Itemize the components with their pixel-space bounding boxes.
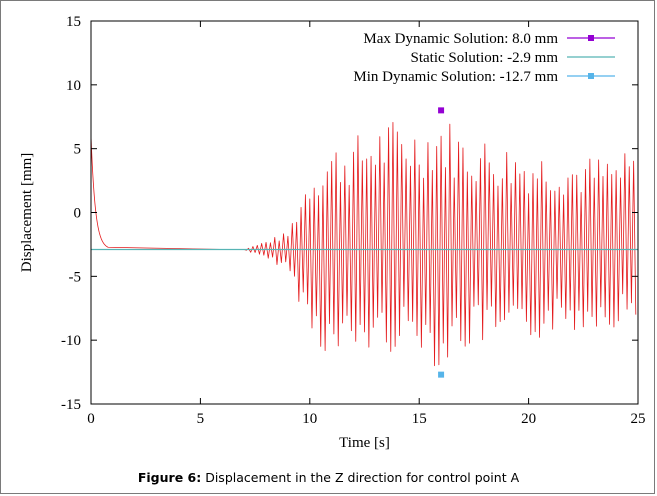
x-tick-label: 5 [197, 411, 205, 427]
y-tick-label: -15 [61, 397, 81, 413]
max-dynamic-point [438, 107, 445, 114]
figure-caption-label: Figure 6: [137, 470, 202, 485]
figure-caption: Figure 6: Displacement in the Z directio… [0, 470, 657, 485]
y-tick-label: 0 [74, 206, 82, 222]
legend-entry-label: Max Dynamic Solution: 8.0 mm [363, 31, 558, 47]
x-tick-label: 25 [631, 411, 646, 427]
x-tick-label: 10 [302, 411, 317, 427]
x-tick-label: 20 [521, 411, 536, 427]
legend-entry-marker [588, 35, 594, 41]
oscillation-line [90, 121, 637, 367]
y-tick-label: 10 [66, 78, 81, 94]
figure-caption-text: Displacement in the Z direction for cont… [201, 470, 520, 485]
legend-entry-label: Static Solution: -2.9 mm [410, 50, 558, 66]
y-tick-label: 15 [66, 14, 81, 30]
y-tick-label: -10 [61, 333, 81, 349]
legend-entry-marker [588, 73, 594, 79]
legend-entry-label: Min Dynamic Solution: -12.7 mm [353, 69, 558, 85]
legend: Max Dynamic Solution: 8.0 mm Static Solut… [353, 31, 615, 85]
oscillation-series [90, 121, 637, 367]
y-tick-label: 5 [74, 142, 82, 158]
y-axis-label: Displacement [mm] [19, 153, 35, 273]
x-tick-label: 0 [87, 411, 95, 427]
min-dynamic-point [438, 371, 445, 378]
y-tick-label: -5 [69, 269, 82, 285]
displacement-chart: 0 5 10 15 20 25 -15 -10 -5 0 5 10 15 Time [s] Displa… [19, 14, 646, 451]
x-axis-label: Time [s] [339, 435, 390, 451]
x-tick-label: 15 [412, 411, 427, 427]
